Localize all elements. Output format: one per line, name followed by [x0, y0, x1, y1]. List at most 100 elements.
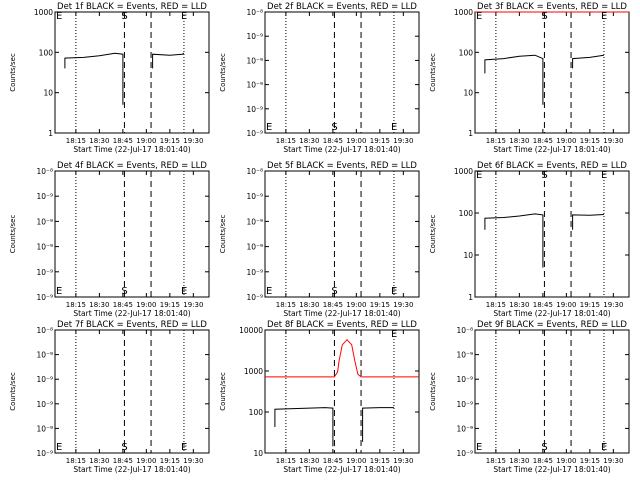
plot-frame — [54, 11, 210, 134]
y-axis-label: Counts/sec — [219, 215, 227, 254]
x-tick-label: 19:15 — [580, 457, 600, 465]
panel-title: Det 1f BLACK = Events, RED = LLD — [57, 2, 207, 12]
start-marker-label: S — [541, 11, 547, 22]
x-tick-label: 19:30 — [603, 457, 623, 465]
start-marker-label: S — [331, 286, 337, 297]
y-tick-label: 10⁻⁹ — [36, 424, 53, 433]
y-tick-label: 1000 — [454, 8, 473, 17]
end-marker-label: E — [476, 11, 482, 22]
events-series-line — [274, 407, 334, 447]
end-marker-label: E — [476, 170, 482, 181]
x-tick-label: 19:15 — [370, 301, 390, 309]
x-tick-label: 18:45 — [113, 457, 133, 465]
y-tick-label: 10 — [43, 89, 53, 98]
plot-frame — [474, 329, 630, 454]
x-axis-label: Start Time (22-Jul-17 18:01:40) — [493, 309, 610, 318]
x-tick-label: 18:15 — [486, 457, 506, 465]
x-tick-label: 18:30 — [299, 301, 319, 309]
x-tick-label: 19:15 — [160, 457, 180, 465]
y-tick-label: 10⁻⁹ — [456, 449, 473, 458]
y-tick-label: 100 — [249, 408, 264, 417]
y-axis-label: Counts/sec — [9, 53, 17, 92]
start-marker-label: S — [121, 286, 127, 297]
y-tick-label: 10⁻⁹ — [246, 32, 263, 41]
y-tick-label: 10⁻⁹ — [246, 192, 263, 201]
detector-panel: Det 8f BLACK = Events, RED = LLD Counts/s… — [219, 320, 420, 474]
y-tick-label: 10⁻⁹ — [246, 243, 263, 252]
events-series-line — [572, 54, 604, 69]
x-tick-label: 19:30 — [393, 457, 413, 465]
x-axis-label: Start Time (22-Jul-17 18:01:40) — [283, 309, 400, 318]
detector-panel: Det 9f BLACK = Events, RED = LLD Counts/s… — [429, 320, 630, 474]
x-tick-label: 18:30 — [299, 137, 319, 145]
y-tick-label: 10⁻⁹ — [456, 351, 473, 360]
end-marker-label: E — [266, 286, 272, 297]
y-tick-label: 10⁻⁹ — [36, 243, 53, 252]
y-tick-label: 10⁻⁹ — [246, 81, 263, 90]
y-tick-label: 10⁻⁹ — [36, 351, 53, 360]
end-marker-label: E — [476, 442, 482, 453]
x-tick-label: 19:00 — [136, 301, 156, 309]
x-tick-label: 18:30 — [509, 137, 529, 145]
y-tick-label: 10⁻⁸ — [246, 8, 263, 17]
y-tick-label: 10⁻⁹ — [246, 56, 263, 65]
y-tick-label: 10⁻⁹ — [36, 449, 53, 458]
x-tick-label: 18:15 — [486, 137, 506, 145]
end-marker-label: E — [601, 11, 607, 22]
y-tick-label: 10⁻⁹ — [246, 105, 263, 114]
panel-title: Det 8f BLACK = Events, RED = LLD — [267, 320, 417, 330]
x-tick-label: 19:30 — [393, 137, 413, 145]
x-tick-label: 19:15 — [580, 137, 600, 145]
detector-panel: Det 2f BLACK = Events, RED = LLD Counts/s… — [219, 2, 420, 154]
y-tick-label: 10⁻⁹ — [36, 217, 53, 226]
x-axis-label: Start Time (22-Jul-17 18:01:40) — [493, 465, 610, 474]
detector-panel: Det 6f BLACK = Events, RED = LLD Counts/s… — [429, 161, 630, 318]
y-tick-label: 10⁻⁸ — [36, 167, 53, 176]
x-tick-label: 19:30 — [603, 137, 623, 145]
x-tick-label: 19:15 — [160, 301, 180, 309]
y-tick-label: 1000 — [34, 8, 53, 17]
x-axis-label: Start Time (22-Jul-17 18:01:40) — [73, 309, 190, 318]
end-marker-label: E — [181, 442, 187, 453]
y-tick-label: 100 — [459, 209, 474, 218]
y-tick-label: 10⁻⁹ — [456, 424, 473, 433]
x-tick-label: 19:00 — [556, 457, 576, 465]
x-tick-label: 19:15 — [160, 137, 180, 145]
events-series-line — [484, 54, 544, 105]
lld-series-line — [265, 338, 419, 378]
y-tick-label: 10⁻⁹ — [36, 192, 53, 201]
end-marker-label: E — [56, 286, 62, 297]
plot-frame — [264, 329, 420, 454]
plot-frame — [264, 170, 420, 298]
y-tick-label: 10⁻⁹ — [36, 268, 53, 277]
x-tick-label: 19:00 — [556, 301, 576, 309]
start-marker-label: S — [541, 442, 547, 453]
x-tick-label: 19:00 — [346, 301, 366, 309]
y-tick-label: 10⁻⁹ — [246, 217, 263, 226]
end-marker-label: E — [391, 329, 397, 340]
y-tick-label: 10⁻⁸ — [456, 326, 473, 335]
y-tick-label: 10⁻⁹ — [36, 375, 53, 384]
y-tick-label: 10000 — [239, 326, 263, 335]
start-marker-label: S — [331, 122, 337, 133]
y-tick-label: 100 — [459, 48, 474, 57]
y-tick-label: 10⁻⁹ — [246, 293, 263, 302]
x-tick-label: 18:15 — [276, 457, 296, 465]
y-tick-label: 1000 — [244, 367, 263, 376]
x-tick-label: 19:30 — [393, 301, 413, 309]
x-tick-label: 18:15 — [276, 137, 296, 145]
panel-title: Det 5f BLACK = Events, RED = LLD — [267, 161, 417, 171]
x-tick-label: 18:45 — [113, 137, 133, 145]
x-tick-label: 18:30 — [89, 457, 109, 465]
y-tick-label: 10⁻⁸ — [36, 326, 53, 335]
x-tick-label: 18:45 — [533, 137, 553, 145]
events-series-line — [152, 52, 185, 69]
y-axis-label: Counts/sec — [219, 53, 227, 92]
x-axis-label: Start Time (22-Jul-17 18:01:40) — [493, 145, 610, 154]
x-tick-label: 18:45 — [533, 301, 553, 309]
detector-panel: Det 5f BLACK = Events, RED = LLD Counts/s… — [219, 161, 420, 318]
plot-frame — [474, 11, 630, 134]
y-tick-label: 10⁻⁸ — [246, 167, 263, 176]
y-tick-label: 10⁻⁹ — [246, 129, 263, 138]
